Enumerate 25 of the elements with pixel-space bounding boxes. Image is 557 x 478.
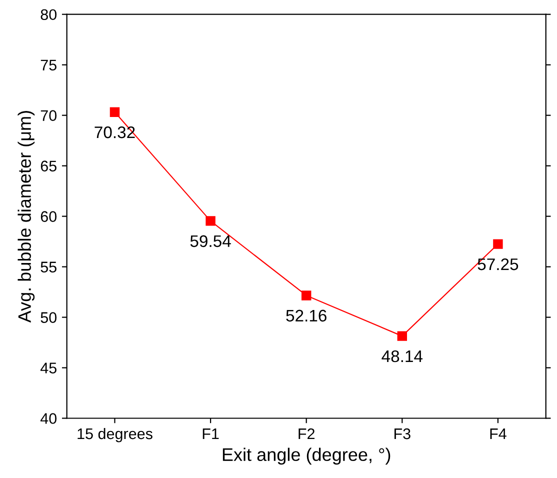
data-label: 48.14 bbox=[382, 350, 423, 362]
y-tick-label: 75 bbox=[40, 60, 56, 71]
x-tick-label: F2 bbox=[298, 428, 314, 440]
y-tick-label: 70 bbox=[40, 110, 57, 122]
y-tick-label: 80 bbox=[40, 9, 57, 20]
point bbox=[301, 290, 312, 300]
x-tick-label: F4 bbox=[490, 428, 506, 440]
point bbox=[206, 216, 216, 226]
x-tick-label: F3 bbox=[394, 428, 410, 440]
point bbox=[493, 239, 503, 249]
x-axis-title: Exit angle (degree, °) bbox=[222, 448, 390, 465]
y-tick-label: 50 bbox=[40, 312, 57, 323]
y-tick-label: 45 bbox=[40, 362, 56, 374]
y-tick-label: 55 bbox=[40, 262, 56, 272]
point bbox=[110, 107, 120, 117]
data-label: 59.54 bbox=[190, 235, 231, 248]
y-tick-label: 60 bbox=[40, 211, 57, 222]
x-tick-label: F1 bbox=[202, 428, 219, 440]
data-label: 52.16 bbox=[286, 310, 326, 322]
data-label: 57.25 bbox=[478, 258, 518, 270]
x-tick-label: 15 degrees bbox=[78, 428, 152, 442]
point bbox=[397, 331, 408, 341]
y-tick-label: 65 bbox=[40, 160, 56, 172]
y-axis-title: Avg. bubble diameter (μm) bbox=[18, 111, 35, 323]
y-tick-label: 40 bbox=[40, 413, 57, 424]
